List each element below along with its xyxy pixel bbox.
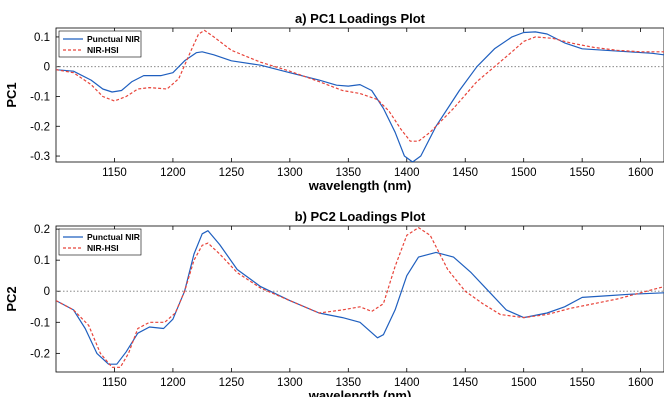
legend-label: Punctual NIR	[87, 232, 140, 242]
x-tick-label: 1200	[160, 377, 186, 389]
x-tick-label: 1350	[336, 167, 362, 179]
legend-label: NIR-HSI	[87, 243, 119, 253]
chart-title: b) PC2 Loadings Plot	[295, 209, 426, 224]
legend-box	[58, 228, 142, 256]
x-tick-label: 1600	[628, 167, 654, 179]
x-tick-label: 1300	[277, 167, 303, 179]
x-tick-label: 1400	[394, 377, 420, 389]
x-tick-label: 1600	[628, 377, 654, 389]
x-tick-label: 1150	[102, 377, 127, 389]
series-line-punctual-nir	[56, 31, 664, 162]
y-tick-label: 0.2	[34, 224, 50, 236]
x-tick-label: 1500	[511, 167, 537, 179]
x-axis-label: wavelength (nm)	[308, 178, 412, 193]
y-axis-label: PC1	[4, 82, 19, 107]
x-tick-label: 1250	[219, 167, 245, 179]
plot-area	[55, 27, 664, 163]
y-tick-label: 0.1	[34, 32, 50, 44]
y-tick-label: -0.1	[30, 317, 50, 329]
x-tick-label: 1300	[277, 377, 303, 389]
chart-pc2: b) PC2 Loadings Plot PC2 wavelength (nm) 11…	[4, 209, 664, 397]
y-tick-label: 0	[44, 286, 50, 298]
y-tick-label: 0	[44, 62, 50, 74]
x-tick-label: 1200	[160, 167, 186, 179]
x-tick-label: 1500	[511, 377, 537, 389]
plot-area	[55, 225, 664, 373]
x-tick-label: 1450	[452, 377, 478, 389]
x-tick-label: 1450	[452, 167, 478, 179]
x-axis-label: wavelength (nm)	[308, 388, 412, 397]
x-tick-label: 1550	[569, 377, 595, 389]
legend-label: Punctual NIR	[87, 34, 140, 44]
y-tick-label: -0.3	[30, 151, 50, 163]
series-line-nir-hsi	[56, 29, 664, 142]
legend-box	[58, 30, 142, 58]
x-tick-label: 1150	[102, 167, 127, 179]
y-tick-label: 0.1	[34, 255, 50, 267]
x-tick-label: 1400	[394, 167, 420, 179]
legend-label: NIR-HSI	[87, 45, 119, 55]
y-axis-label: PC2	[4, 286, 19, 311]
series-line-nir-hsi	[56, 227, 664, 368]
y-tick-label: -0.1	[30, 91, 50, 103]
x-tick-label: 1250	[219, 377, 245, 389]
x-tick-label: 1550	[569, 167, 595, 179]
chart-pc1: a) PC1 Loadings Plot PC1 wavelength (nm) 11…	[4, 11, 664, 193]
chart-title: a) PC1 Loadings Plot	[295, 11, 426, 26]
y-tick-label: -0.2	[30, 121, 50, 133]
y-tick-label: -0.2	[30, 348, 50, 360]
x-tick-label: 1350	[336, 377, 362, 389]
